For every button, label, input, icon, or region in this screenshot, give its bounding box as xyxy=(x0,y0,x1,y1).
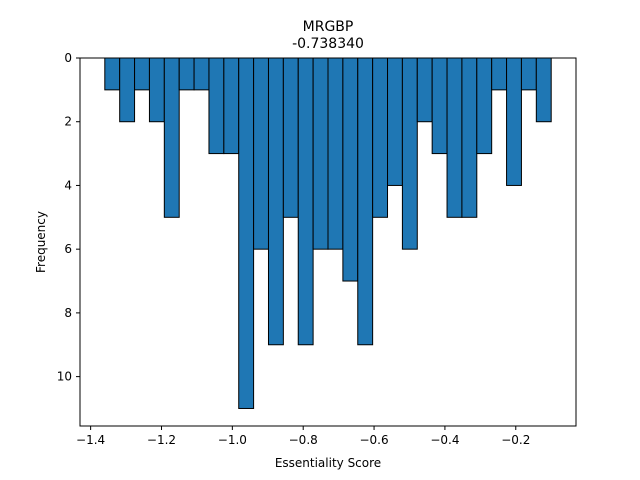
chart-subtitle: -0.738340 xyxy=(292,36,364,52)
histogram-bar xyxy=(238,57,255,409)
histogram-bar xyxy=(535,57,552,123)
histogram-bar xyxy=(134,57,150,91)
histogram-bar xyxy=(282,57,299,218)
histogram-bar xyxy=(208,57,225,155)
histogram-bar xyxy=(446,57,463,218)
chart-title: MRGBP xyxy=(303,19,354,35)
histogram-bar xyxy=(387,57,403,186)
histogram-bar xyxy=(163,57,180,218)
plot-frame xyxy=(79,57,577,427)
x-tick-label: −0.8 xyxy=(289,433,318,447)
x-tick-label: −1.0 xyxy=(218,433,247,447)
histogram-bar xyxy=(342,57,359,282)
histogram-bar xyxy=(476,57,493,155)
y-tick-label: 6 xyxy=(64,242,72,256)
x-tick-label: −0.6 xyxy=(359,433,388,447)
x-tick-label: −0.4 xyxy=(430,433,459,447)
y-tick-label: 4 xyxy=(64,178,72,192)
x-tick-label: −0.2 xyxy=(501,433,530,447)
histogram-bar xyxy=(372,57,389,218)
histogram-bar xyxy=(431,57,448,155)
y-tick-label: 8 xyxy=(64,306,72,320)
y-tick-label: 0 xyxy=(64,51,72,65)
histogram-bar xyxy=(312,57,329,250)
x-tick-label: −1.2 xyxy=(147,433,176,447)
histogram-bar xyxy=(267,57,284,346)
y-axis-ticks: 0 2 4 6 8 10 xyxy=(57,51,80,384)
histogram-bar xyxy=(148,57,165,123)
histogram-bar xyxy=(401,57,418,250)
x-axis-label: Essentiality Score xyxy=(275,456,381,470)
y-axis-label: Frequency xyxy=(34,211,48,273)
y-tick-label: 2 xyxy=(64,115,72,129)
histogram-bar xyxy=(520,57,537,91)
histogram-bar xyxy=(104,57,121,91)
x-tick-label: −1.4 xyxy=(76,433,105,447)
histogram-bar xyxy=(253,57,269,250)
histogram-bar xyxy=(491,57,508,91)
histogram-bar xyxy=(178,57,195,91)
histogram-bar xyxy=(297,57,314,346)
histogram-bar xyxy=(416,57,433,123)
x-axis-ticks: −1.4 −1.2 −1.0 −0.8 −0.6 −0.4 −0.2 xyxy=(76,426,530,447)
histogram-bar xyxy=(327,57,344,250)
histogram-bar xyxy=(461,57,478,218)
histogram-bar xyxy=(223,57,240,155)
y-tick-label: 10 xyxy=(57,370,72,384)
histogram-bar xyxy=(357,57,374,346)
histogram-bar xyxy=(506,57,522,186)
histogram-bar xyxy=(193,57,210,91)
histogram-bar xyxy=(119,57,136,123)
